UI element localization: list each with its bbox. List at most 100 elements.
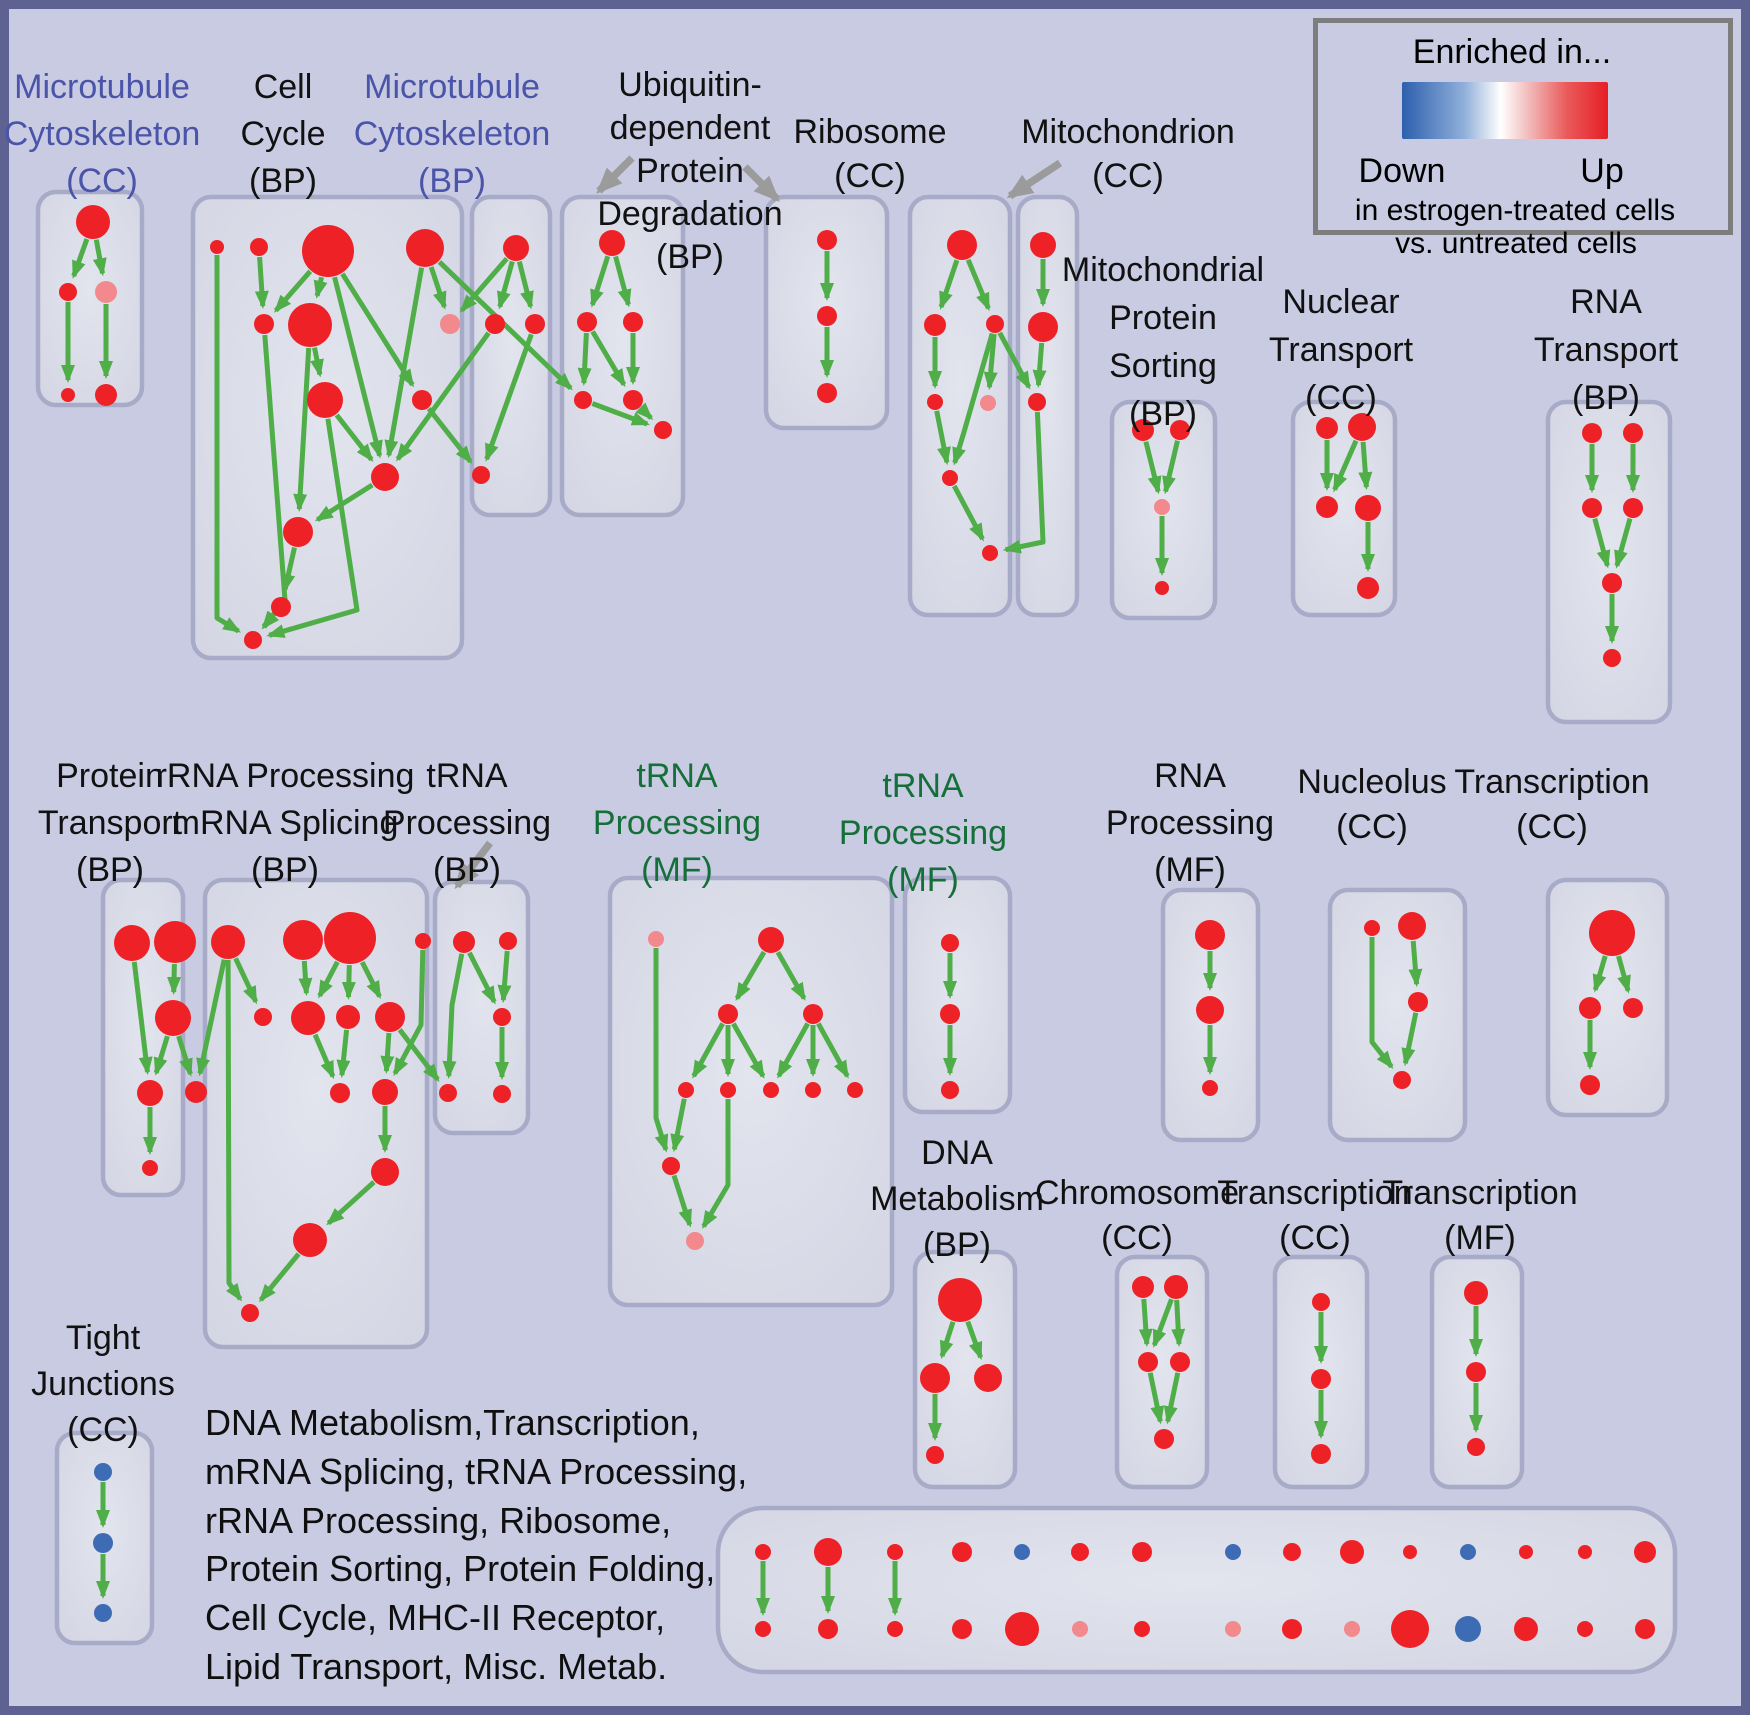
- edge-arrow: [336, 1029, 351, 1079]
- node: [678, 1082, 694, 1098]
- cluster-label-line: RNA: [1154, 757, 1226, 795]
- node: [986, 315, 1004, 333]
- node: [1132, 1276, 1154, 1298]
- cluster-label-line: dependent: [609, 109, 771, 147]
- node: [927, 394, 943, 410]
- cluster-label-line: Protein: [56, 757, 164, 795]
- node: [371, 463, 399, 491]
- edge-arrow: [951, 484, 985, 542]
- cluster-label-rna-proc-mf: RNA Processing (MF): [1106, 753, 1274, 894]
- cluster-box-mt-cc: [35, 189, 145, 408]
- node: [250, 238, 268, 256]
- edge-arrow: [233, 957, 259, 1005]
- legend-box: Enriched in... Down Up in estrogen-treat…: [1313, 18, 1733, 260]
- node: [1623, 423, 1643, 443]
- edge-arrow: [326, 1180, 376, 1226]
- edge-arrow: [671, 1174, 693, 1228]
- node: [1340, 1540, 1364, 1564]
- cluster-label-ubiquitin: Ubiquitin-dependent Protein Degradation (BP…: [597, 64, 782, 279]
- misc-category-line: Protein Sorting, Protein Folding,: [205, 1548, 716, 1590]
- cluster-label-line: (CC): [66, 162, 138, 200]
- cluster-label-nuclear-transport: Nuclear Transport (CC): [1269, 278, 1413, 422]
- cluster-label-line: Ubiquitin-: [618, 66, 762, 104]
- node: [755, 1621, 771, 1637]
- node: [1155, 581, 1169, 595]
- edge-arrow: [317, 960, 340, 999]
- cluster-label-line: Processing: [838, 814, 1008, 852]
- edge-arrow: [934, 410, 951, 466]
- node: [942, 470, 958, 486]
- edge-arrow: [225, 959, 243, 1302]
- node: [887, 1544, 903, 1560]
- cluster-label-line: (BP): [1571, 379, 1640, 417]
- edge-arrow: [775, 950, 807, 1001]
- node: [1408, 992, 1428, 1012]
- cluster-label-trna-mf-2: tRNA Processing (MF): [839, 763, 1007, 904]
- edge-arrow: [734, 950, 767, 1001]
- node: [577, 312, 597, 332]
- node: [1311, 1369, 1331, 1389]
- node: [307, 382, 343, 418]
- cluster-label-line: Transcription: [1217, 1174, 1413, 1212]
- legend-title: Enriched in...: [1412, 33, 1612, 71]
- node: [1170, 420, 1190, 440]
- node: [1580, 1075, 1600, 1095]
- cluster-label-cell-cycle: Cell Cycle (BP): [240, 64, 325, 205]
- node: [980, 395, 996, 411]
- node: [623, 390, 643, 410]
- cluster-label-line: tRNA: [636, 757, 718, 795]
- node: [375, 1002, 405, 1032]
- edge-arrow: [340, 272, 415, 388]
- node: [1154, 1429, 1174, 1449]
- node: [1225, 1621, 1241, 1637]
- cluster-label-transcription-mf: Transcription (MF): [1382, 1171, 1577, 1261]
- legend-subtitle-line1: in estrogen-treated cells: [1354, 194, 1676, 227]
- cluster-label-line: RNA: [1570, 283, 1642, 321]
- cluster-label-line: tRNA: [426, 757, 508, 795]
- cluster-label-line: DNA: [921, 1134, 993, 1172]
- edge-arrow: [281, 547, 297, 593]
- edge-arrow: [591, 401, 650, 427]
- cluster-label-line: Processing: [1105, 804, 1275, 842]
- legend-subtitle-line2: vs. untreated cells: [1395, 227, 1637, 260]
- edge-arrows: [61, 238, 1640, 1616]
- edge-arrow: [1616, 955, 1631, 994]
- node: [283, 920, 323, 960]
- cluster-label-line: (BP): [923, 1226, 991, 1264]
- misc-category-line: mRNA Splicing, tRNA Processing,: [205, 1450, 748, 1492]
- cluster-label-line: Degradation: [597, 195, 783, 233]
- node: [814, 1538, 842, 1566]
- node: [847, 1082, 863, 1098]
- edge-arrow: [516, 260, 534, 310]
- cluster-label-protein-transport: Protein Transport (BP): [38, 753, 182, 894]
- edge-arrow: [997, 331, 1032, 390]
- edge-arrow: [359, 960, 382, 1000]
- node: [1134, 1621, 1150, 1637]
- node: [1316, 496, 1338, 518]
- cluster-label-line: Nucleolus: [1297, 763, 1447, 801]
- node: [718, 1004, 738, 1024]
- node: [59, 283, 77, 301]
- node: [415, 933, 431, 949]
- node: [1579, 997, 1601, 1019]
- node: [803, 1004, 823, 1024]
- edge-arrow: [332, 276, 383, 459]
- edge-arrow: [691, 1022, 725, 1079]
- node: [1393, 1071, 1411, 1089]
- cluster-label-line: (MF): [1444, 1219, 1516, 1257]
- node: [1138, 1352, 1158, 1372]
- cluster-label-line: Ribosome: [793, 113, 947, 151]
- edge-arrow: [293, 347, 312, 512]
- node: [1398, 912, 1426, 940]
- cluster-label-line: (MF): [641, 851, 713, 889]
- edge-arrow: [254, 256, 269, 309]
- edge-arrow: [298, 960, 313, 997]
- node: [1603, 649, 1621, 667]
- node: [662, 1157, 680, 1175]
- node: [1195, 920, 1225, 950]
- cluster-label-line: Protein: [636, 152, 744, 190]
- node: [1028, 312, 1058, 342]
- edge-arrow: [952, 332, 995, 466]
- edge-arrow: [590, 330, 627, 388]
- cluster-label-ribosome: Ribosome (CC): [793, 110, 946, 198]
